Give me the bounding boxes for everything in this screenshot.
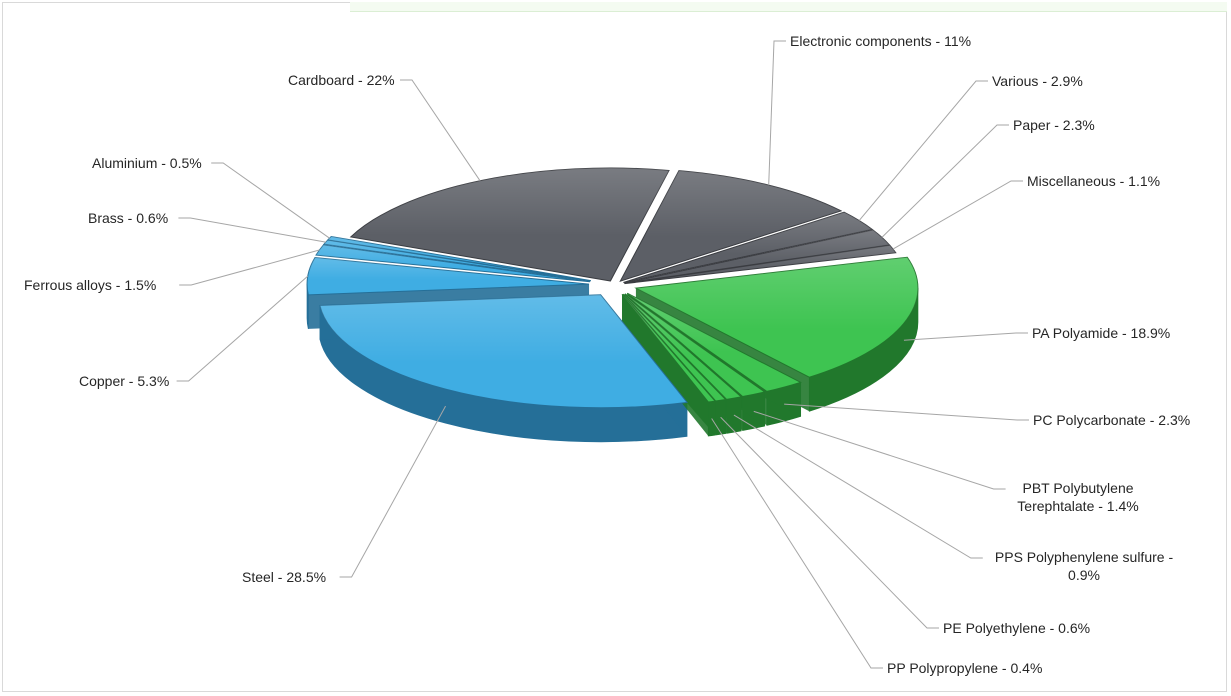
data-label-aluminium: Aluminium - 0.5% [92, 155, 202, 171]
slice-shine-electronic-components [620, 170, 842, 282]
leader-line-copper [176, 275, 309, 382]
data-label-line: Paper - 2.3% [1013, 117, 1095, 133]
slice-shine-pp-polypropylene [621, 294, 716, 402]
top-strip [350, 2, 1227, 12]
data-label-line: PA Polyamide - 18.9% [1032, 325, 1170, 341]
data-label-line: PBT Polybutylene [1022, 480, 1133, 496]
slice-shine-miscellaneous [624, 245, 896, 284]
slice-shine-aluminium [327, 236, 591, 281]
leader-line-steel [339, 405, 446, 578]
data-label-line: 0.9% [1068, 567, 1100, 583]
data-label-line: PP Polypropylene - 0.4% [887, 660, 1042, 676]
leader-line-pps-polyphenylene-sulfure [733, 414, 983, 559]
data-label-pps-polyphenylene-sulfure: PPS Polyphenylene sulfure - 0.9% [995, 549, 1174, 583]
data-label-line: PPS Polyphenylene sulfure - [995, 549, 1174, 565]
leader-line-paper [881, 124, 1009, 238]
data-label-line: Electronic components - 11% [790, 33, 971, 49]
data-label-line: Aluminium - 0.5% [92, 155, 202, 171]
data-label-line: PC Polycarbonate - 2.3% [1033, 412, 1190, 428]
data-label-line: Cardboard - 22% [288, 72, 395, 88]
slice-shine-pe-polyethylene [622, 294, 726, 401]
data-label-copper: Copper - 5.3% [79, 373, 169, 389]
leader-line-aluminium [211, 162, 330, 239]
data-label-line: Various - 2.9% [992, 73, 1083, 89]
slice-shine-pc-polycarbonate [627, 293, 801, 392]
data-label-line: Steel - 28.5% [242, 569, 326, 585]
leader-line-various [858, 80, 988, 221]
leader-line-pp-polypropylene [711, 418, 883, 669]
data-label-line: Brass - 0.6% [88, 210, 168, 226]
data-label-line: Miscellaneous - 1.1% [1027, 173, 1160, 189]
slice-shine-pbt-polybutylene-terephtalate [625, 293, 765, 397]
data-label-pp-polypropylene: PP Polypropylene - 0.4% [887, 660, 1042, 676]
data-label-pbt-polybutylene-terephtalate: PBT Polybutylene Terephtalate - 1.4% [1017, 480, 1138, 514]
data-label-ferrous-alloys: Ferrous alloys - 1.5% [24, 277, 156, 293]
slice-shine-steel [319, 294, 687, 408]
slice-shine-various [623, 212, 873, 283]
leader-line-cardboard [400, 79, 481, 182]
data-label-miscellaneous: Miscellaneous - 1.1% [1027, 173, 1160, 189]
leader-line-pc-polycarbonate [784, 403, 1029, 421]
slice-shine-copper [307, 257, 590, 295]
slice-shine-cardboard [350, 168, 670, 282]
leader-line-miscellaneous [892, 180, 1023, 250]
slice-shine-paper [624, 230, 890, 284]
data-label-various: Various - 2.9% [992, 73, 1083, 89]
data-label-line: PE Polyethylene - 0.6% [943, 620, 1090, 636]
leader-line-ferrous-alloys [179, 249, 320, 286]
slice-shine-pa-polyamide [635, 257, 918, 378]
data-label-line: Terephtalate - 1.4% [1017, 498, 1138, 514]
data-label-pe-polyethylene: PE Polyethylene - 0.6% [943, 620, 1090, 636]
data-label-pc-polycarbonate: PC Polycarbonate - 2.3% [1033, 412, 1190, 428]
leader-line-electronic-components [768, 40, 786, 186]
data-label-brass: Brass - 0.6% [88, 210, 168, 226]
leader-line-pa-polyamide [903, 332, 1028, 341]
slice-shine-pps-polyphenylene-sulfure [623, 294, 742, 400]
data-label-electronic-components: Electronic components - 11% [790, 33, 971, 49]
leader-line-pbt-polybutylene-terephtalate [753, 410, 1006, 490]
leader-line-pe-polyethylene [720, 416, 939, 629]
data-label-paper: Paper - 2.3% [1013, 117, 1095, 133]
data-label-line: Ferrous alloys - 1.5% [24, 277, 156, 293]
slice-shine-ferrous-alloys [315, 244, 591, 282]
data-label-pa-polyamide: PA Polyamide - 18.9% [1032, 325, 1170, 341]
slice-cut-pp-polypropylene [621, 294, 709, 436]
data-label-cardboard: Cardboard - 22% [288, 72, 395, 88]
leader-line-brass [178, 217, 326, 243]
slice-shine-brass [323, 240, 591, 281]
data-label-line: Copper - 5.3% [79, 373, 169, 389]
data-label-steel: Steel - 28.5% [242, 569, 326, 585]
